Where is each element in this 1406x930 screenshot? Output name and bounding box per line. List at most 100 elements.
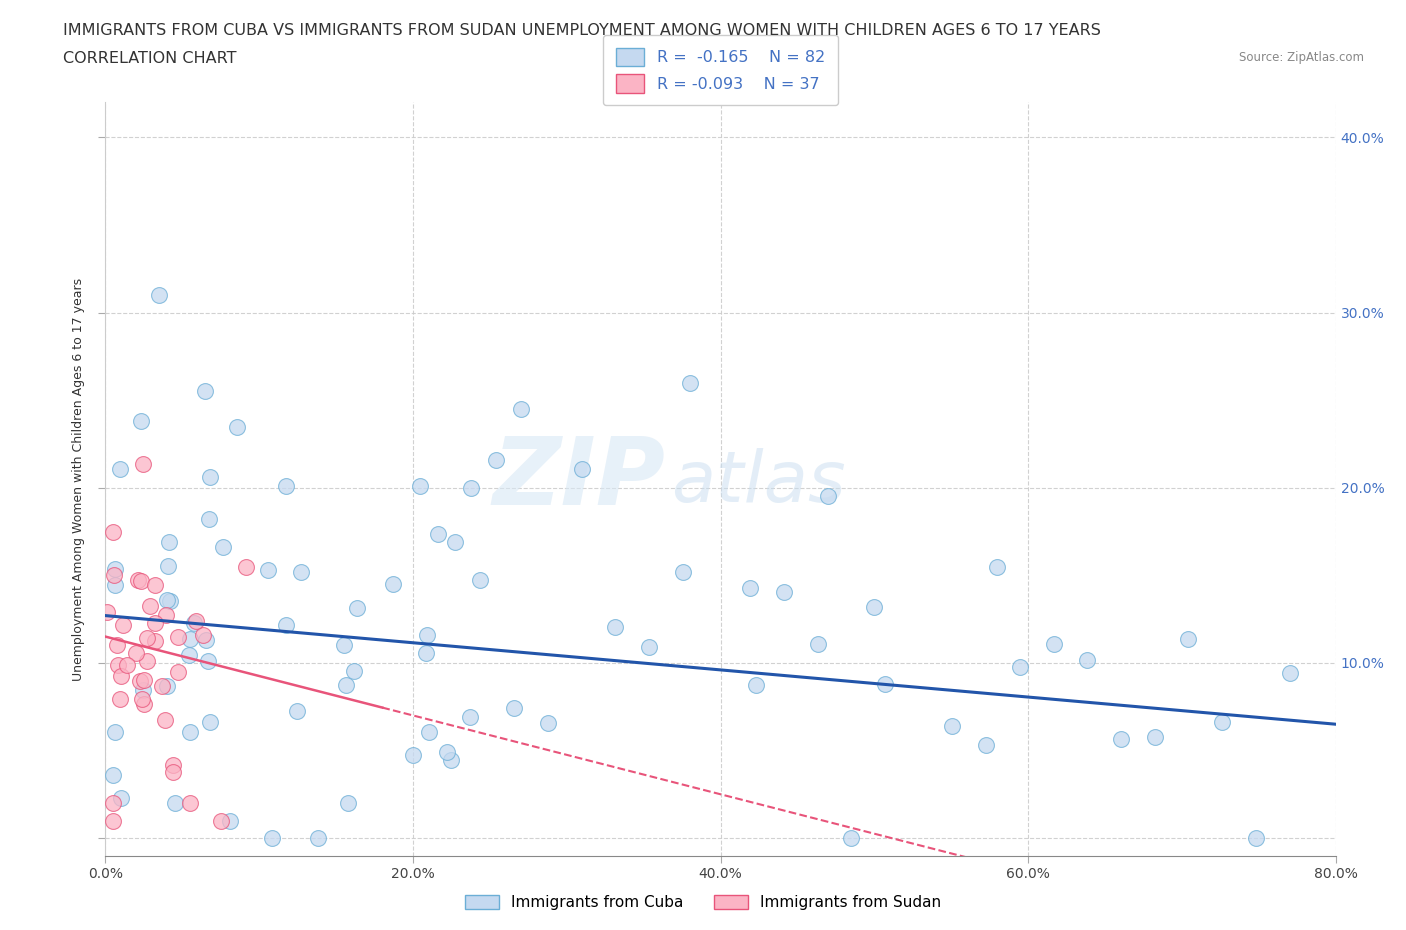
Point [193,627,215,642]
Point [290,565,312,579]
Point [125,645,148,660]
Point [132,697,155,711]
Point [839,830,862,845]
Point [136,631,159,645]
Point [806,637,828,652]
Point [200,470,222,485]
Point [1177,631,1199,646]
Point [336,796,359,811]
Point [408,479,430,494]
Point [195,632,218,647]
Point [194,384,217,399]
Text: IMMIGRANTS FROM CUBA VS IMMIGRANTS FROM SUDAN UNEMPLOYMENT AMONG WOMEN WITH CHIL: IMMIGRANTS FROM CUBA VS IMMIGRANTS FROM … [63,23,1101,38]
Point [104,561,127,576]
Point [101,813,124,828]
Point [1143,730,1166,745]
Point [110,669,132,684]
Point [101,525,124,539]
Point [485,452,508,467]
Point [1244,830,1267,845]
Point [138,598,160,613]
Point [1042,636,1064,651]
Point [638,640,661,655]
Point [418,724,440,739]
Point [179,795,201,810]
Point [262,830,284,845]
Point [129,573,152,588]
Point [773,584,796,599]
Point [343,663,366,678]
Point [503,701,526,716]
Point [131,414,153,429]
Text: CORRELATION CHART: CORRELATION CHART [63,51,236,66]
Point [156,678,179,693]
Point [127,573,149,588]
Point [873,676,896,691]
Point [444,535,467,550]
Point [381,577,404,591]
Point [571,461,593,476]
Point [287,704,309,719]
Point [136,653,159,668]
Point [132,683,155,698]
Point [333,638,356,653]
Text: Source: ZipAtlas.com: Source: ZipAtlas.com [1239,51,1364,64]
Point [605,619,627,634]
Point [184,613,207,628]
Point [1008,659,1031,674]
Point [1076,653,1098,668]
Point [1278,666,1301,681]
Point [346,601,368,616]
Point [307,830,329,845]
Point [863,600,886,615]
Point [103,724,125,739]
Point [235,559,257,574]
Point [148,287,170,302]
Point [157,534,180,549]
Point [436,744,458,759]
Point [101,767,124,782]
Point [416,628,439,643]
Point [96,604,118,619]
Point [426,526,449,541]
Point [159,593,181,608]
Point [470,573,492,588]
Point [225,419,247,434]
Point [458,710,481,724]
Point [105,637,128,652]
Point [117,658,139,672]
Point [162,757,184,772]
Point [150,679,173,694]
Point [740,581,762,596]
Point [672,565,695,579]
Point [1109,731,1132,746]
Point [143,578,166,592]
Point [679,375,702,390]
Point [110,691,132,706]
Point [179,647,201,662]
Point [167,630,190,644]
Point [112,618,135,633]
Point [537,715,560,730]
Point [974,737,997,752]
Point [179,725,201,740]
Point [103,567,125,582]
Legend: R =  -0.165    N = 82, R = -0.093    N = 37: R = -0.165 N = 82, R = -0.093 N = 37 [603,35,838,105]
Point [155,592,177,607]
Point [162,765,184,780]
Point [460,481,482,496]
Point [198,715,221,730]
Point [256,563,278,578]
Point [179,631,201,646]
Point [415,645,437,660]
Point [183,616,205,631]
Point [817,489,839,504]
Point [132,457,155,472]
Point [131,691,153,706]
Point [198,512,221,526]
Point [134,672,156,687]
Point [153,712,176,727]
Point [218,813,240,828]
Text: ZIP: ZIP [492,433,665,525]
Text: atlas: atlas [672,448,846,517]
